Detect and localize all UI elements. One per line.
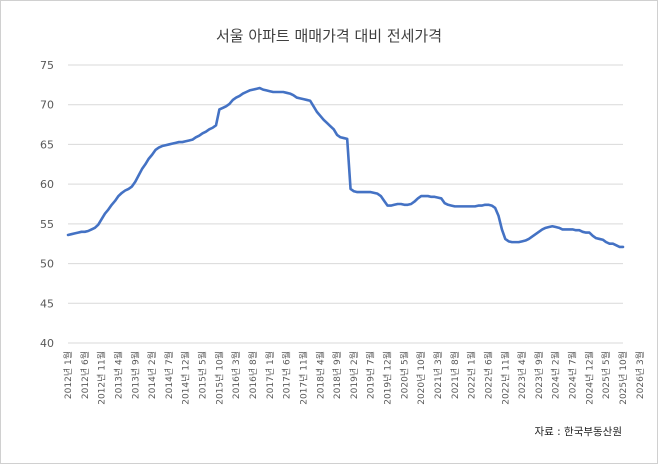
y-tick-label: 40	[40, 337, 54, 350]
series-line	[66, 86, 625, 249]
x-tick-label: 2024년 12월	[583, 351, 595, 405]
x-tick-label: 2013년 4월	[112, 351, 124, 399]
x-tick-label: 2013년 9월	[129, 351, 141, 399]
y-tick-label: 50	[40, 258, 54, 271]
x-tick-label: 2016년 8월	[247, 351, 259, 399]
x-tick-label: 2017년 6월	[281, 351, 293, 399]
x-tick-label: 2021년 8월	[449, 351, 461, 399]
x-tick-label: 2019년 12월	[382, 351, 394, 405]
x-tick-label: 2014년 2월	[146, 351, 158, 399]
x-tick-label: 2025년 10월	[617, 351, 629, 405]
x-tick-label: 2015년 10월	[213, 351, 225, 405]
x-tick-label: 2022년 1월	[466, 351, 478, 399]
x-tick-label: 2022년 6월	[482, 351, 494, 399]
y-tick-label: 45	[40, 297, 54, 310]
x-tick-label: 2012년 6월	[79, 351, 91, 399]
gridlines	[68, 64, 623, 344]
x-tick-label: 2012년 1월	[62, 351, 74, 399]
x-tick-label: 2025년 5월	[600, 351, 612, 399]
x-tick-label: 2012년 11월	[96, 351, 108, 405]
x-tick-label: 2022년 11월	[499, 351, 511, 405]
x-tick-label: 2021년 3월	[432, 351, 444, 399]
x-tick-label: 2020년 10월	[415, 351, 427, 405]
x-tick-label: 2016년 3월	[230, 351, 242, 399]
x-tick-label: 2026년 3월	[634, 351, 646, 399]
series-group	[66, 86, 625, 249]
source-note: 자료 : 한국부동산원	[535, 426, 623, 438]
x-axis-ticks: 2012년 1월 2012년 6월 2012년 11월 2013년 4월 2013년 9…	[62, 351, 646, 405]
x-tick-label: 2015년 5월	[197, 351, 209, 399]
x-tick-label: 2018년 9월	[331, 351, 343, 399]
x-tick-label: 2023년 4월	[516, 351, 528, 399]
y-tick-label: 75	[40, 59, 54, 72]
y-axis-ticks: 40 45 50 55 60 65 70 75	[40, 59, 54, 350]
x-tick-label: 2019년 7월	[365, 351, 377, 399]
x-tick-label: 2020년 5월	[398, 351, 410, 399]
x-tick-label: 2014년 7월	[163, 351, 175, 399]
x-tick-label: 2014년 12월	[180, 351, 192, 405]
x-tick-label: 2019년 2월	[348, 351, 360, 399]
x-tick-label: 2017년 1월	[264, 351, 276, 399]
y-tick-label: 70	[40, 99, 54, 112]
y-tick-label: 55	[40, 218, 54, 231]
x-tick-label: 2018년 4월	[314, 351, 326, 399]
chart-title: 서울 아파트 매매가격 대비 전세가격	[216, 27, 442, 45]
x-tick-label: 2023년 9월	[533, 351, 545, 399]
x-tick-label: 2017년 11월	[297, 351, 309, 405]
x-tick-label: 2024년 7월	[567, 351, 579, 399]
x-tick-label: 2024년 2월	[550, 351, 562, 399]
y-tick-label: 60	[40, 178, 54, 191]
y-tick-label: 65	[40, 138, 54, 151]
